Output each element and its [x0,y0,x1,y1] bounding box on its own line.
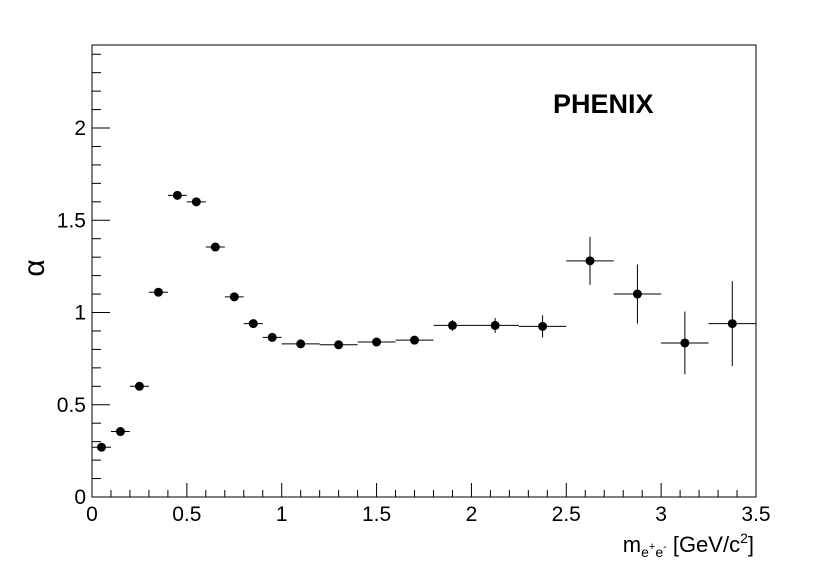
data-marker [96,442,106,452]
data-point [708,281,756,367]
x-tick-label: 2 [466,503,478,526]
data-point [661,311,709,375]
data-point [357,337,396,347]
x-label-sub-e2: e [655,544,663,560]
data-marker [172,190,182,200]
data-marker [490,320,500,330]
y-tick-label: 2 [74,117,86,140]
x-axis-label: me+e- [GeV/c2] [623,530,754,560]
data-point [471,318,519,333]
data-point [205,242,225,252]
data-point [167,190,187,200]
data-marker [153,287,163,297]
data-point [129,381,149,391]
x-label-sup-minus: - [663,541,667,553]
data-point [262,332,282,342]
x-tick-label: 3.5 [741,503,770,526]
data-marker [680,338,690,348]
data-marker [727,319,737,329]
x-tick-label: 0.5 [172,503,201,526]
data-point [243,319,263,329]
x-tick-label: 2.5 [552,503,581,526]
data-point [224,292,244,302]
data-point [613,264,662,324]
data-marker [585,256,595,266]
data-marker [191,197,201,207]
x-tick-label: 1 [276,503,288,526]
data-marker [296,339,306,349]
data-point [110,427,130,437]
data-marker [210,242,220,252]
data-marker [632,289,642,299]
data-point [395,335,434,345]
experiment-label: PHENIX [553,89,654,119]
axis-ticks [91,53,757,498]
data-marker [538,321,548,331]
data-marker [410,335,420,345]
data-point [319,340,358,350]
y-axis-label: α [18,259,51,276]
data-marker [229,292,239,302]
data-point [92,442,111,452]
x-label-sup-plus: + [649,541,655,553]
data-marker [248,319,258,329]
data-point [281,339,320,349]
data-marker [267,332,277,342]
x-tick-label: 3 [655,503,667,526]
y-tick-label: 1 [74,302,86,325]
data-point [566,236,614,285]
data-point [433,319,472,331]
plot-frame [91,44,757,498]
y-tick-label: 0 [74,486,86,509]
axis-tick-labels: 0 0.5 1 1.5 2 2.5 3 3.5 0 0.5 1 1.5 2 [57,117,771,526]
x-tick-label: 0 [86,503,98,526]
data-points [92,190,756,452]
x-label-base: m [623,532,641,557]
data-point [148,287,168,297]
data-marker [134,381,144,391]
x-label-sub-e1: e [641,544,649,560]
x-tick-label: 1.5 [362,503,391,526]
x-label-unit-close: ] [748,532,754,557]
data-point [186,197,206,207]
data-marker [115,427,125,437]
data-marker [334,340,344,350]
x-label-unit-sup: 2 [740,530,748,546]
data-marker [372,337,382,347]
data-point [518,315,567,338]
y-tick-label: 1.5 [57,209,86,232]
data-marker [447,320,457,330]
x-label-unit: [GeV/c [673,532,740,557]
y-tick-label: 0.5 [57,394,86,417]
